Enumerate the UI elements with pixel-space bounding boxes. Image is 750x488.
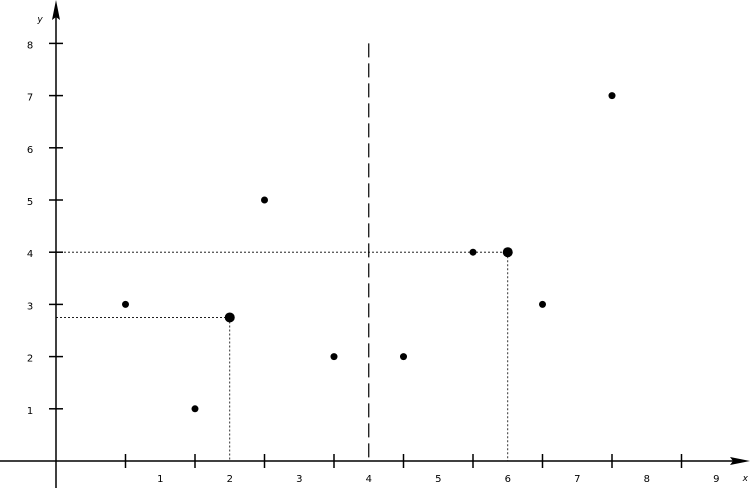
data-point [330, 353, 338, 361]
y-tick-label: 7 [27, 93, 33, 104]
x-tick-label: 8 [644, 474, 650, 485]
x-tick-label: 1 [157, 474, 163, 485]
data-point [608, 92, 616, 100]
data-point [469, 248, 477, 256]
x-tick-label: 5 [435, 474, 441, 485]
y-tick-label: 5 [27, 197, 33, 208]
y-tick-label: 2 [27, 354, 33, 365]
data-point [539, 300, 546, 308]
x-tick-label: 7 [574, 474, 580, 485]
x-tick-label: 4 [366, 474, 372, 485]
x-tick-label: 3 [296, 474, 302, 485]
data-point [400, 353, 407, 361]
data-point [261, 196, 268, 204]
highlight-point [502, 247, 513, 258]
y-tick-label: 3 [27, 301, 33, 312]
y-tick-label: 1 [27, 406, 33, 417]
guide-lines [56, 43, 509, 461]
y-axis-label: y [36, 15, 43, 25]
data-point [122, 300, 129, 308]
y-tick-label: 4 [27, 249, 33, 260]
data-point [191, 405, 199, 413]
y-axis-arrow-icon [52, 0, 60, 20]
x-tick-label: 2 [227, 474, 233, 485]
y-tick-label: 6 [27, 145, 33, 156]
x-axis-label: x [742, 474, 749, 484]
y-tick-label: 8 [27, 40, 33, 51]
axis-ticks: 1 2 3 4 5 6 7 8 9 1 2 3 4 5 6 7 8 [27, 40, 720, 485]
highlight-point [224, 312, 235, 323]
x-tick-label: 9 [713, 474, 719, 485]
data-points [122, 92, 616, 413]
x-axis-arrow-icon [730, 457, 750, 465]
x-tick-label: 6 [505, 474, 511, 485]
